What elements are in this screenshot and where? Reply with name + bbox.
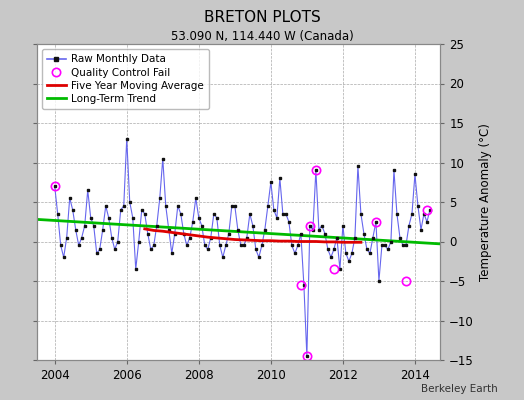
Text: 53.090 N, 114.440 W (Canada): 53.090 N, 114.440 W (Canada) bbox=[171, 30, 353, 43]
Text: BRETON PLOTS: BRETON PLOTS bbox=[204, 10, 320, 25]
Y-axis label: Temperature Anomaly (°C): Temperature Anomaly (°C) bbox=[479, 123, 493, 281]
Legend: Raw Monthly Data, Quality Control Fail, Five Year Moving Average, Long-Term Tren: Raw Monthly Data, Quality Control Fail, … bbox=[42, 49, 209, 109]
Text: Berkeley Earth: Berkeley Earth bbox=[421, 384, 498, 394]
